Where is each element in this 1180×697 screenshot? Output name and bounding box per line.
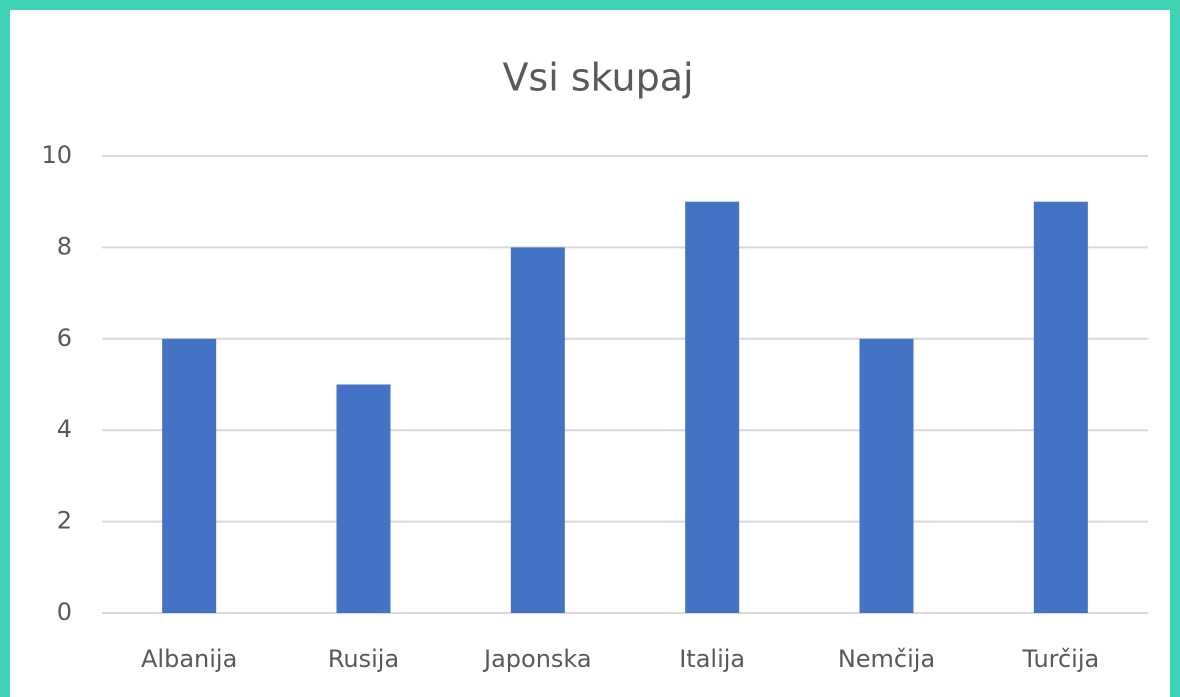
- x-tick-label: Albanija: [141, 645, 237, 673]
- y-tick-label: 2: [57, 507, 72, 535]
- x-tick-label: Rusija: [328, 645, 399, 673]
- x-tick-label: Italija: [679, 645, 745, 673]
- y-tick-label: 8: [57, 232, 72, 260]
- x-tick-label: Nemčija: [838, 645, 935, 673]
- chart-title: Vsi skupaj: [502, 56, 693, 100]
- y-tick-label: 4: [57, 415, 72, 443]
- y-tick-label: 0: [57, 598, 72, 626]
- bar: [336, 384, 391, 613]
- x-tick-label: Turčija: [1021, 645, 1099, 673]
- y-tick-label: 6: [57, 324, 72, 352]
- bar: [859, 338, 914, 613]
- y-tick-label: 10: [41, 141, 72, 169]
- bar: [162, 338, 217, 613]
- bar: [1033, 201, 1088, 613]
- x-tick-label: Japonska: [482, 645, 592, 673]
- bar: [510, 247, 565, 613]
- bar: [685, 201, 740, 613]
